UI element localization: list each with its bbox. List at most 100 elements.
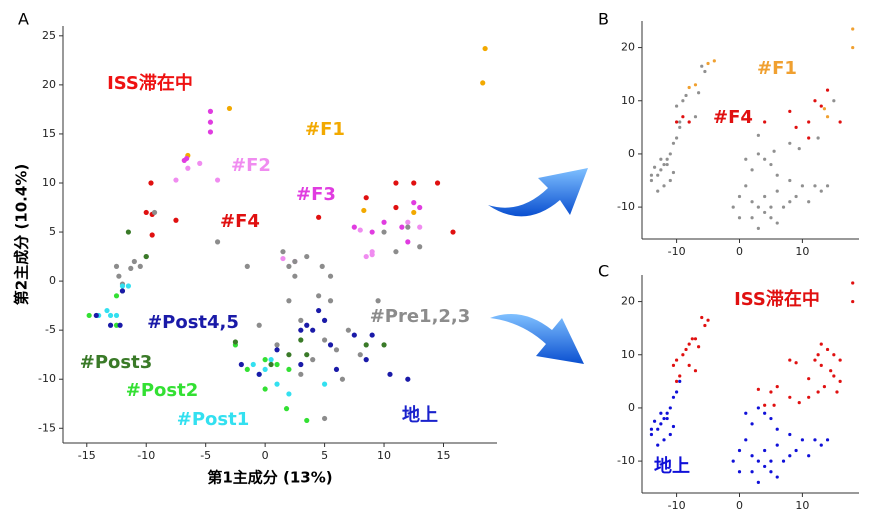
point (763, 210, 767, 215)
point (678, 374, 682, 378)
point (681, 115, 685, 119)
point (656, 443, 660, 447)
point (788, 178, 792, 183)
point (788, 395, 792, 399)
point (813, 358, 817, 362)
point (700, 315, 704, 320)
point (681, 99, 685, 103)
arrow (490, 314, 584, 364)
x-tick-label: -10 (137, 449, 155, 462)
point (756, 387, 760, 391)
point (656, 427, 660, 431)
point (851, 27, 855, 31)
point (280, 249, 286, 255)
series-label: 地上 (654, 455, 690, 477)
point (807, 120, 811, 124)
point (832, 99, 836, 103)
point (137, 263, 143, 269)
point (703, 69, 707, 74)
series-label: #F1 (305, 119, 345, 140)
point (649, 432, 654, 437)
point (668, 432, 672, 437)
point (816, 136, 820, 140)
point (825, 438, 830, 442)
point (662, 184, 666, 188)
point (788, 141, 792, 145)
point (825, 347, 830, 352)
point (181, 157, 187, 164)
point (256, 371, 262, 377)
point (825, 115, 830, 119)
point (750, 200, 754, 204)
point (298, 361, 304, 368)
point (292, 273, 298, 279)
point (399, 224, 405, 230)
point (244, 366, 250, 373)
panel-label: B (598, 10, 609, 29)
point (280, 255, 286, 262)
point (700, 64, 704, 68)
point (832, 353, 836, 357)
point (113, 312, 120, 319)
point (693, 83, 698, 87)
point (794, 448, 798, 453)
point (737, 194, 742, 199)
point (693, 337, 698, 341)
point (829, 369, 833, 373)
point (244, 263, 250, 269)
point (662, 162, 666, 167)
point (813, 438, 817, 442)
point (769, 390, 773, 394)
y-tick-label: -10 (617, 200, 635, 213)
point (298, 317, 304, 323)
point (107, 312, 114, 319)
x-tick-label: 0 (262, 449, 269, 462)
point (207, 119, 214, 125)
series-label: #F1 (757, 58, 797, 79)
x-tick-label: 0 (736, 499, 743, 512)
point (706, 61, 710, 66)
y-tick-label: 25 (42, 29, 56, 42)
point (143, 253, 149, 260)
point (357, 227, 363, 233)
point (113, 293, 120, 299)
point (292, 258, 298, 265)
point (149, 232, 155, 238)
point (185, 165, 191, 171)
point (794, 125, 798, 129)
point (775, 173, 779, 177)
point (665, 416, 669, 421)
point (797, 147, 801, 151)
point (321, 415, 328, 422)
point (405, 219, 411, 225)
point (744, 184, 748, 188)
x-tick-label: 0 (736, 245, 743, 258)
point (304, 322, 310, 328)
point (662, 438, 666, 442)
point (703, 323, 707, 328)
point (262, 386, 268, 392)
x-tick-label: 10 (795, 499, 809, 512)
point (333, 366, 340, 373)
point (671, 363, 676, 367)
y-axis-label: 第2主成分 (10.4%) (13, 164, 31, 305)
y-tick-label: 20 (621, 41, 635, 54)
point (148, 180, 154, 186)
point (750, 216, 754, 220)
point (678, 125, 682, 129)
point (838, 358, 842, 362)
point (143, 209, 149, 216)
point (851, 299, 855, 304)
y-tick-label: 10 (621, 94, 635, 107)
point (345, 327, 351, 333)
point (286, 391, 292, 397)
point (226, 105, 233, 112)
x-axis-label: 第1主成分 (13%) (207, 469, 332, 487)
point (113, 263, 120, 269)
point (674, 120, 679, 124)
point (214, 177, 221, 183)
point (781, 205, 786, 209)
x-tick-label: 5 (321, 449, 328, 462)
point (104, 307, 110, 314)
point (800, 184, 804, 188)
